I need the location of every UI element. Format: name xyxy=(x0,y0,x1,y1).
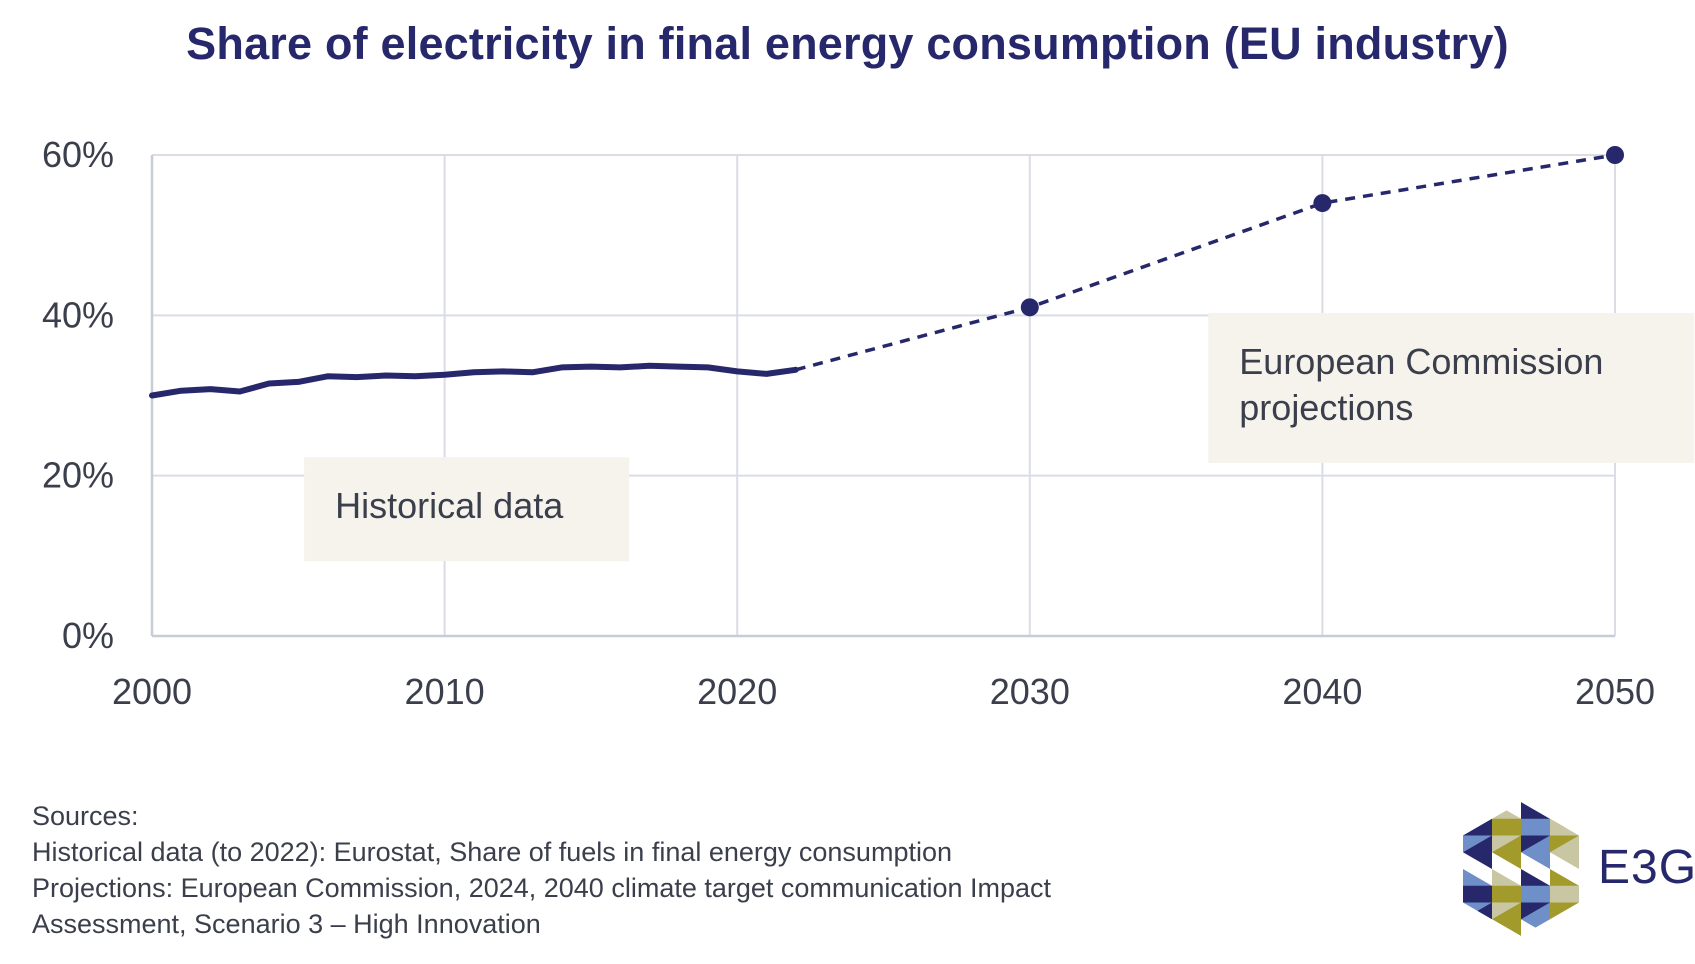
logo-text: E3G xyxy=(1598,841,1695,894)
sources-line-projections: Projections: European Commission, 2024, … xyxy=(32,873,1051,903)
x-tick-label: 2040 xyxy=(1282,671,1362,712)
x-tick-label: 2020 xyxy=(697,671,777,712)
data-point-marker xyxy=(1020,298,1039,317)
series-group xyxy=(149,146,1624,399)
line-chart: Historical data European Commission projec… xyxy=(42,134,1695,712)
y-tick-label: 20% xyxy=(42,455,114,496)
projection-line xyxy=(795,153,1616,372)
y-tick-label: 40% xyxy=(42,294,114,335)
annotations: Historical data European Commission projec… xyxy=(304,312,1695,562)
annotation-box: European Commission projections xyxy=(1208,312,1695,463)
historical-line xyxy=(149,362,799,399)
data-point-marker xyxy=(1606,146,1624,164)
annotation-label: Historical data xyxy=(335,485,564,526)
chart-title: Share of electricity in final energy con… xyxy=(186,18,1509,69)
tick-labels: 0% 20% 40% 60% 2000 2010 2020 2030 2040 2050 xyxy=(42,134,1655,712)
x-tick-label: 2030 xyxy=(990,671,1070,712)
sources-line-historical: Historical data (to 2022): Eurostat, Sha… xyxy=(32,837,952,867)
sources-heading: Sources: xyxy=(32,801,139,831)
annotation-box: Historical data xyxy=(304,457,630,562)
x-tick-label: 2050 xyxy=(1575,671,1655,712)
x-tick-label: 2010 xyxy=(405,671,485,712)
y-tick-label: 60% xyxy=(42,134,114,175)
data-point-marker xyxy=(1313,194,1332,213)
e3g-logo-icon xyxy=(1463,802,1579,936)
y-tick-label: 0% xyxy=(62,615,114,656)
sources-note: Sources: Historical data (to 2022): Euro… xyxy=(32,798,1051,942)
annotation-label: projections xyxy=(1239,387,1413,428)
sources-line-assessment: Assessment, Scenario 3 – High Innovation xyxy=(32,909,541,939)
x-tick-label: 2000 xyxy=(112,671,192,712)
annotation-label: European Commission xyxy=(1239,341,1603,382)
annotation-bg xyxy=(304,457,630,562)
annotation-bg xyxy=(1208,312,1695,463)
